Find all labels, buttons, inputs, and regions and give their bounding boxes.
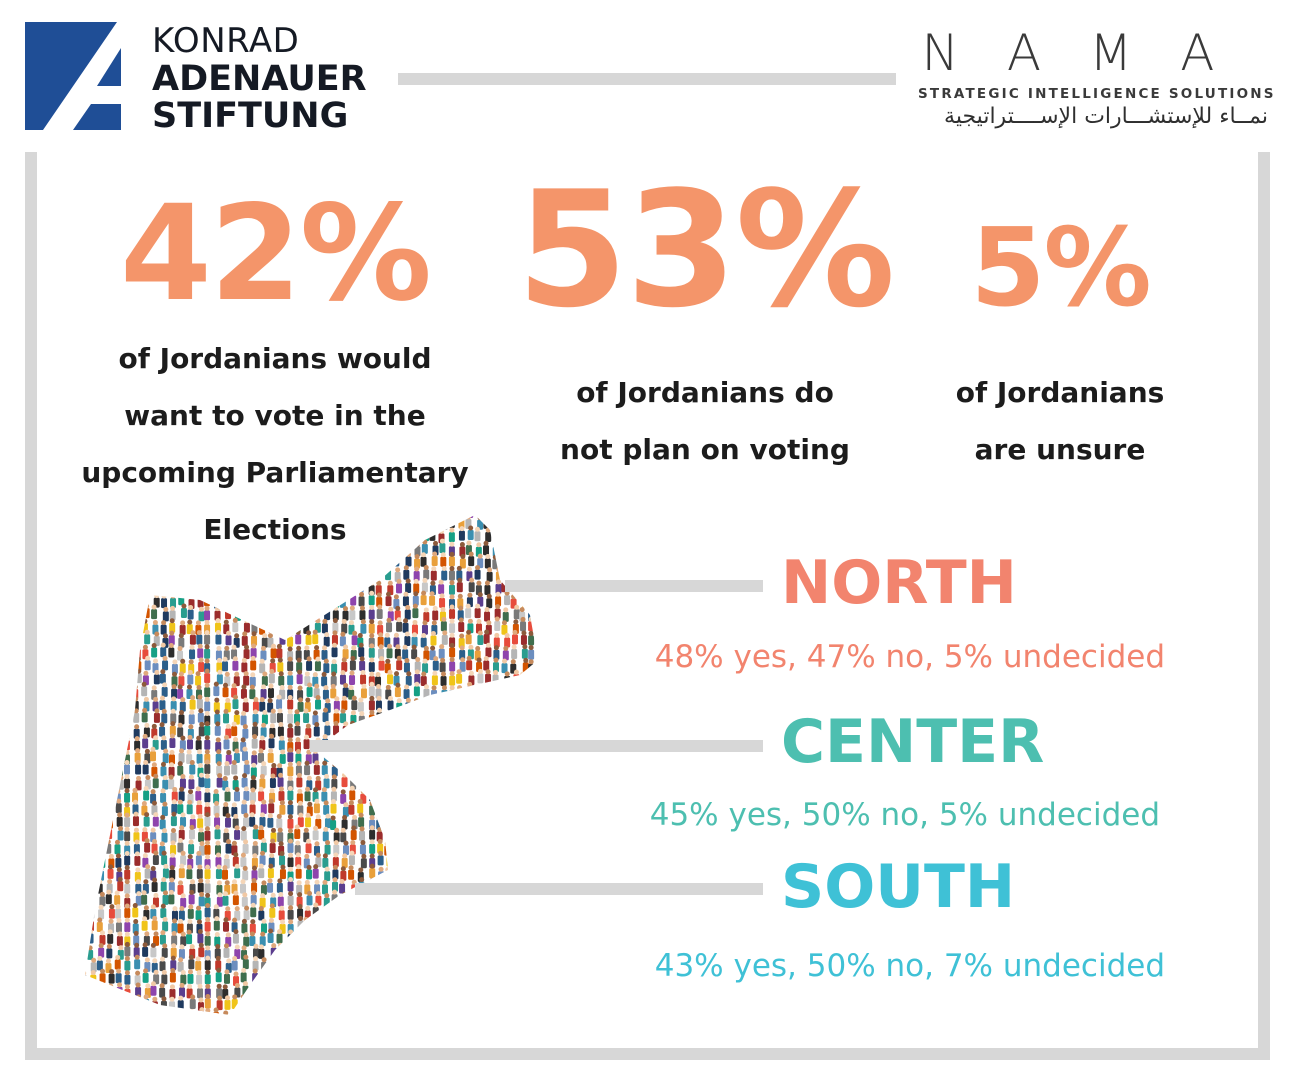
frame-left-border [25, 152, 37, 1060]
header-divider [398, 73, 896, 85]
stat-want-to-vote-percent: 42% [120, 177, 432, 331]
north-connector-line [505, 580, 763, 592]
region-center-title: CENTER [781, 707, 1045, 777]
nama-logo: NAMA [922, 26, 1263, 74]
nama-wordmark: NAMA [922, 26, 1263, 74]
region-north-title: NORTH [781, 548, 1017, 618]
stat-unsure-percent: 5% [970, 206, 1151, 331]
kas-logo-icon [25, 22, 133, 130]
kas-name-line2: ADENAUER [152, 59, 367, 99]
kas-name-line3: STIFTUNG [152, 96, 349, 136]
frame-bottom-border [25, 1048, 1270, 1060]
region-south-title: SOUTH [781, 852, 1016, 922]
stat-not-voting-percent: 53% [516, 156, 896, 343]
kas-name-line1: KONRAD [152, 21, 300, 61]
stat-want-to-vote-description: of Jordanians would want to vote in the … [81, 342, 469, 546]
frame-right-border [1258, 152, 1270, 1060]
region-south-stats: 43% yes, 50% no, 7% undecided [654, 948, 1165, 984]
region-north-stats: 48% yes, 47% no, 5% undecided [654, 639, 1165, 675]
stat-unsure-description: of Jordanians are unsure [955, 376, 1165, 466]
stat-not-voting-description: of Jordanians do not plan on voting [560, 376, 850, 466]
south-connector-line [355, 883, 763, 895]
nama-arabic-name: نمــاء للإستشـــارات الإســــتراتيجية [944, 104, 1268, 129]
center-connector-line [310, 740, 763, 752]
region-center-stats: 45% yes, 50% no, 5% undecided [649, 797, 1160, 833]
nama-tagline: STRATEGIC INTELLIGENCE SOLUTIONS [918, 86, 1276, 102]
jordan-crowd-map-image [85, 515, 538, 1015]
